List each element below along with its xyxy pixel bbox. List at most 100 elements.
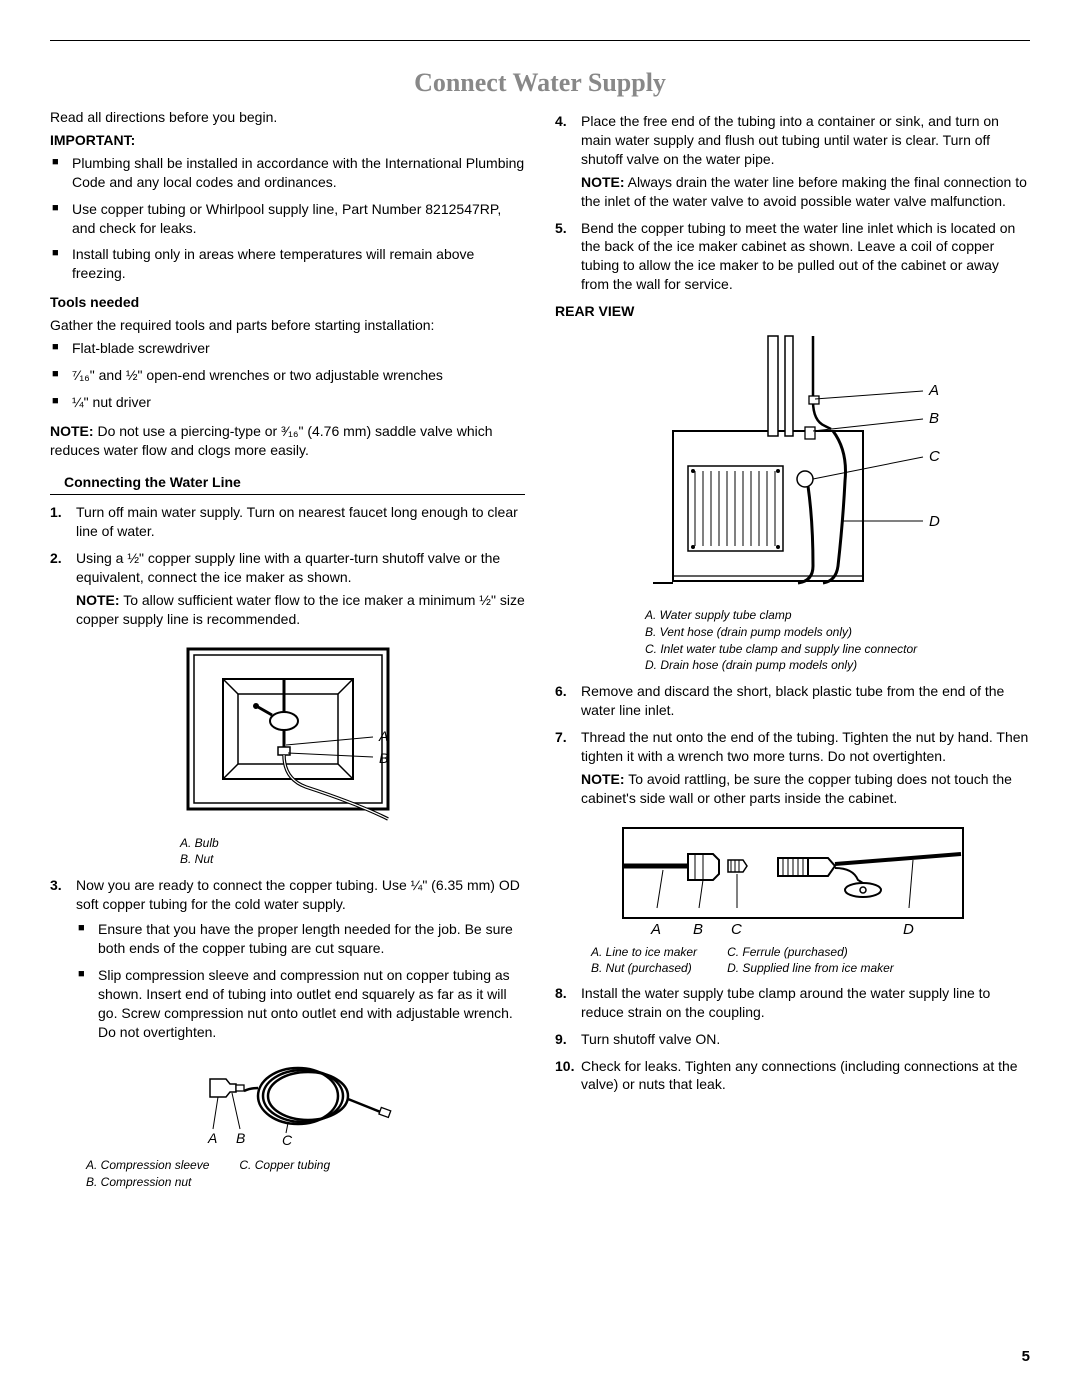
steps-right-2: 6. Remove and discard the short, black p…: [555, 682, 1030, 807]
fig4-cap-b: B. Nut (purchased): [591, 960, 697, 976]
fig4-cap-a: A. Line to ice maker: [591, 944, 697, 960]
step-4: 4. Place the free end of the tubing into…: [555, 112, 1030, 210]
figure-valve-box: A B: [50, 639, 525, 829]
fig4-cap-c: C. Ferrule (purchased): [727, 944, 894, 960]
note-text: To allow sufficient water flow to the ic…: [76, 592, 525, 627]
svg-text:A: A: [650, 921, 661, 938]
steps-right-3: 8. Install the water supply tube clamp a…: [555, 984, 1030, 1094]
rear-cap-b: B. Vent hose (drain pump models only): [645, 624, 1030, 641]
step-10: 10. Check for leaks. Tighten any connect…: [555, 1057, 1030, 1095]
step-text: Thread the nut onto the end of the tubin…: [581, 729, 1028, 764]
step-num: 7.: [555, 728, 567, 747]
important-item: Use copper tubing or Whirlpool supply li…: [50, 200, 525, 238]
tool-item: Flat-blade screwdriver: [50, 339, 525, 358]
note-text: Always drain the water line before makin…: [581, 174, 1027, 209]
svg-text:D: D: [929, 513, 940, 530]
connecting-subheading: Connecting the Water Line: [50, 473, 525, 495]
step-num: 4.: [555, 112, 567, 131]
figure-coiled-tubing: A B C: [50, 1051, 525, 1151]
rear-cap-c: C. Inlet water tube clamp and supply lin…: [645, 641, 1030, 658]
step-num: 6.: [555, 682, 567, 701]
rear-view-caption: A. Water supply tube clamp B. Vent hose …: [645, 607, 1030, 674]
fig2-cap-a: A. Compression sleeve: [86, 1157, 209, 1173]
svg-text:B: B: [236, 1130, 245, 1146]
step3-sub: Slip compression sleeve and compression …: [76, 966, 525, 1042]
step-3: 3. Now you are ready to connect the copp…: [50, 876, 525, 1041]
tools-heading: Tools needed: [50, 293, 525, 312]
step-8: 8. Install the water supply tube clamp a…: [555, 984, 1030, 1022]
figure-conn-svg: A B C D: [603, 818, 983, 938]
important-item: Install tubing only in areas where tempe…: [50, 245, 525, 283]
step-num: 3.: [50, 876, 62, 895]
intro-text: Read all directions before you begin.: [50, 108, 525, 127]
figure-valve-svg: A B: [158, 639, 418, 829]
step7-note: NOTE: To avoid rattling, be sure the cop…: [581, 770, 1030, 808]
fig1-cap-a: A. Bulb: [180, 835, 525, 852]
step-text: Now you are ready to connect the copper …: [76, 877, 520, 912]
tool-item: ⁷⁄₁₆" and ½" open-end wrenches or two ad…: [50, 366, 525, 385]
horizontal-rule: [50, 40, 1030, 41]
rear-cap-d: D. Drain hose (drain pump models only): [645, 657, 1030, 674]
step-7: 7. Thread the nut onto the end of the tu…: [555, 728, 1030, 808]
important-list: Plumbing shall be installed in accordanc…: [50, 154, 525, 283]
tools-intro: Gather the required tools and parts befo…: [50, 316, 525, 335]
step2-note: NOTE: To allow sufficient water flow to …: [76, 591, 525, 629]
svg-text:C: C: [929, 448, 940, 465]
steps-right-1: 4. Place the free end of the tubing into…: [555, 112, 1030, 294]
step-num: 1.: [50, 503, 62, 522]
svg-text:C: C: [282, 1132, 293, 1148]
fig2-cap-c: C. Copper tubing: [239, 1157, 330, 1173]
step-9: 9. Turn shutoff valve ON.: [555, 1030, 1030, 1049]
step3-sub: Ensure that you have the proper length n…: [76, 920, 525, 958]
fig1-cap-b: B. Nut: [180, 851, 525, 868]
step4-note: NOTE: Always drain the water line before…: [581, 173, 1030, 211]
step-text: Remove and discard the short, black plas…: [581, 683, 1004, 718]
svg-text:A: A: [928, 382, 939, 399]
svg-text:D: D: [903, 921, 914, 938]
fig2-cap-b: B. Compression nut: [86, 1174, 209, 1190]
rear-view-label: REAR VIEW: [555, 302, 1030, 321]
important-label: IMPORTANT:: [50, 131, 525, 150]
step-text: Install the water supply tube clamp arou…: [581, 985, 990, 1020]
step-text: Check for leaks. Tighten any connections…: [581, 1058, 1018, 1093]
two-column-layout: Read all directions before you begin. IM…: [50, 108, 1030, 1198]
figure2-caption: A. Compression sleeve B. Compression nut…: [86, 1157, 525, 1189]
step-num: 2.: [50, 549, 62, 568]
section-title: Connect Water Supply: [50, 65, 1030, 100]
left-column: Read all directions before you begin. IM…: [50, 108, 525, 1198]
step-2: 2. Using a ½" copper supply line with a …: [50, 549, 525, 629]
svg-text:B: B: [693, 921, 703, 938]
note-text: Do not use a piercing-type or ³⁄₁₆" (4.7…: [50, 423, 493, 458]
steps-left-2: 3. Now you are ready to connect the copp…: [50, 876, 525, 1041]
svg-text:B: B: [379, 750, 388, 766]
step-text: Turn shutoff valve ON.: [581, 1031, 720, 1047]
figure4-caption: A. Line to ice maker B. Nut (purchased) …: [591, 944, 1030, 976]
tool-item: ¼" nut driver: [50, 393, 525, 412]
svg-text:A: A: [378, 728, 388, 744]
step-1: 1. Turn off main water supply. Turn on n…: [50, 503, 525, 541]
page-number: 5: [1022, 1347, 1030, 1367]
tools-list: Flat-blade screwdriver ⁷⁄₁₆" and ½" open…: [50, 339, 525, 412]
step-text: Using a ½" copper supply line with a qua…: [76, 550, 500, 585]
figure-rear-view: A B C D: [555, 331, 1030, 601]
step-6: 6. Remove and discard the short, black p…: [555, 682, 1030, 720]
note-label: NOTE:: [581, 174, 625, 190]
figure-connection: A B C D: [555, 818, 1030, 938]
note-label: NOTE:: [581, 771, 625, 787]
note-1: NOTE: Do not use a piercing-type or ³⁄₁₆…: [50, 422, 525, 460]
step-5: 5. Bend the copper tubing to meet the wa…: [555, 219, 1030, 295]
step-num: 5.: [555, 219, 567, 238]
figure1-caption: A. Bulb B. Nut: [180, 835, 525, 869]
note-label: NOTE:: [50, 423, 94, 439]
steps-left: 1. Turn off main water supply. Turn on n…: [50, 503, 525, 628]
step-num: 10.: [555, 1057, 574, 1076]
step-num: 9.: [555, 1030, 567, 1049]
svg-text:A: A: [207, 1130, 217, 1146]
step-text: Place the free end of the tubing into a …: [581, 113, 999, 167]
right-column: 4. Place the free end of the tubing into…: [555, 108, 1030, 1198]
note-label: NOTE:: [76, 592, 120, 608]
important-item: Plumbing shall be installed in accordanc…: [50, 154, 525, 192]
step-num: 8.: [555, 984, 567, 1003]
figure-rear-svg: A B C D: [613, 331, 973, 601]
svg-text:B: B: [929, 410, 939, 427]
